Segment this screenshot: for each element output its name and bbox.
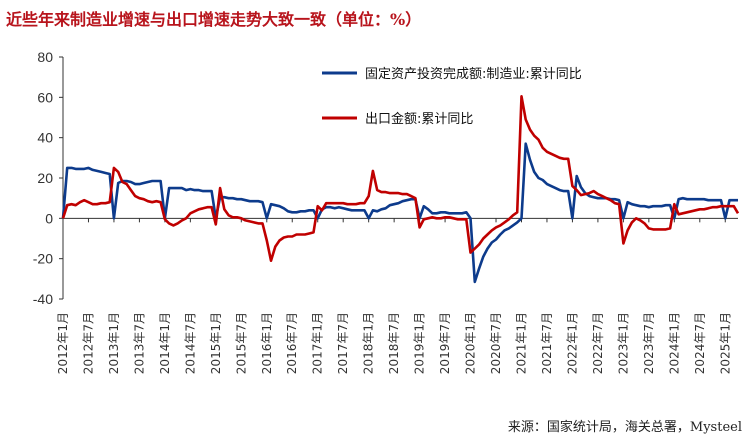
x-tick-label: 2014年1月 (158, 312, 172, 374)
legend: 固定资产投资完成额:制造业:累计同比 出口金额:累计同比 (322, 66, 582, 127)
series-line-investment (61, 142, 738, 284)
y-tick-label: 0 (45, 210, 53, 226)
x-tick-label: 2012年7月 (81, 312, 95, 374)
x-tick-label: 2022年7月 (591, 312, 605, 374)
x-tick-label: 2024年1月 (667, 312, 681, 374)
y-axis-ticks: -40 -20 0 20 40 60 80 (33, 49, 63, 307)
x-tick-label: 2014年7月 (183, 312, 197, 374)
source-note: 来源：国家统计局，海关总署，Mysteel (507, 420, 742, 435)
x-tick-label: 2024年7月 (693, 312, 707, 374)
x-tick-label: 2018年1月 (362, 312, 376, 374)
legend-label-investment: 固定资产投资完成额:制造业:累计同比 (365, 66, 582, 82)
x-tick-label: 2023年1月 (616, 312, 630, 374)
series-line-export (61, 95, 740, 262)
x-tick-label: 2018年7月 (387, 312, 401, 374)
legend-label-export: 出口金额:累计同比 (365, 111, 473, 127)
chart-axes (62, 57, 738, 299)
x-tick-label: 2016年7月 (285, 312, 299, 374)
x-tick-label: 2015年1月 (209, 312, 223, 374)
x-tick-label: 2017年7月 (336, 312, 350, 374)
x-tick-label: 2013年7月 (132, 312, 146, 374)
x-tick-label: 2021年7月 (540, 312, 554, 374)
x-tick-label: 2025年1月 (718, 312, 732, 374)
x-axis-ticks: 2012年1月 2012年7月 2013年1月 2013年7月 2014年1月 2014年… (56, 218, 732, 374)
x-tick-label: 2020年1月 (464, 312, 478, 374)
x-tick-label: 2015年7月 (234, 312, 248, 374)
x-tick-label: 2013年1月 (107, 312, 121, 374)
x-tick-label: 2019年7月 (438, 312, 452, 374)
series-lines (61, 95, 740, 284)
y-tick-label: 20 (37, 170, 53, 186)
x-tick-label: 2021年1月 (514, 312, 528, 374)
x-tick-label: 2020年7月 (489, 312, 503, 374)
y-tick-label: 80 (37, 49, 53, 65)
y-tick-label: -20 (33, 251, 53, 267)
x-tick-label: 2023年7月 (642, 312, 656, 374)
chart-title: 近些年来制造业增速与出口增速走势大致一致（单位：%） (6, 10, 422, 29)
x-tick-label: 2019年1月 (413, 312, 427, 374)
x-tick-label: 2017年1月 (311, 312, 325, 374)
y-tick-label: 40 (37, 130, 53, 146)
y-tick-label: 60 (37, 89, 53, 105)
x-tick-label: 2012年1月 (56, 312, 70, 374)
y-tick-label: -40 (33, 291, 53, 307)
x-tick-label: 2022年1月 (565, 312, 579, 374)
x-tick-label: 2016年1月 (260, 312, 274, 374)
